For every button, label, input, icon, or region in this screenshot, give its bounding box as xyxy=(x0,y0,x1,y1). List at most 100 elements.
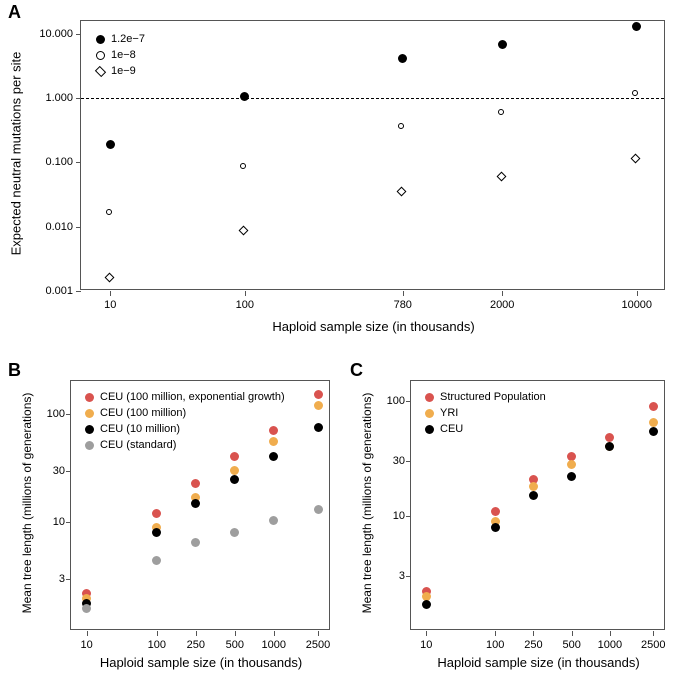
panel-c-plot: 310301001010025050010002500Haploid sampl… xyxy=(410,380,665,630)
data-point xyxy=(240,92,249,101)
x-tick-label: 780 xyxy=(394,299,412,311)
panelC-legend: Structured Population YRI CEU xyxy=(425,389,546,437)
data-point xyxy=(398,123,404,129)
data-point xyxy=(82,604,91,613)
data-point xyxy=(631,153,641,163)
x-tick-label: 100 xyxy=(148,639,166,651)
figure: A 0.0010.0100.1001.00010.000101007802000… xyxy=(0,0,686,679)
legend-label: 1e−9 xyxy=(111,65,136,77)
data-point xyxy=(230,452,239,461)
data-point xyxy=(152,528,161,537)
legend-label: CEU (100 million) xyxy=(100,407,186,419)
data-point xyxy=(239,226,249,236)
legend-label: Structured Population xyxy=(440,391,546,403)
data-point xyxy=(152,556,161,565)
legend-label: CEU (standard) xyxy=(100,439,176,451)
panelB-legend: CEU (100 million, exponential growth) CEU… xyxy=(85,389,285,453)
legend-marker xyxy=(425,425,434,434)
x-tick-label: 2500 xyxy=(641,639,665,651)
data-point xyxy=(314,423,323,432)
data-point xyxy=(529,491,538,500)
x-tick-label: 2000 xyxy=(490,299,514,311)
y-tick-label: 100 xyxy=(375,395,405,407)
y-tick-label: 100 xyxy=(35,408,65,420)
legend-marker xyxy=(96,35,105,44)
y-tick-label: 10 xyxy=(35,516,65,528)
legend-label: YRI xyxy=(440,407,458,419)
y-tick-label: 3 xyxy=(35,573,65,585)
data-point xyxy=(104,272,114,282)
data-point xyxy=(191,499,200,508)
x-tick-label: 10 xyxy=(420,639,432,651)
data-point xyxy=(649,418,658,427)
data-point xyxy=(567,460,576,469)
data-point xyxy=(632,22,641,31)
legend-label: CEU xyxy=(440,423,463,435)
y-axis-label: Mean tree length (millions of generation… xyxy=(360,378,374,628)
reference-line xyxy=(81,98,664,99)
legend-marker xyxy=(96,51,105,60)
x-axis-label: Haploid sample size (in thousands) xyxy=(71,655,331,670)
data-point xyxy=(314,505,323,514)
x-tick-label: 10 xyxy=(80,639,92,651)
legend-label: CEU (100 million, exponential growth) xyxy=(100,391,285,403)
data-point xyxy=(269,516,278,525)
data-point xyxy=(106,140,115,149)
data-point xyxy=(491,507,500,516)
data-point xyxy=(649,402,658,411)
x-tick-label: 1000 xyxy=(262,639,286,651)
y-tick-label: 1.000 xyxy=(23,92,73,104)
panel-b-plot: 310301001010025050010002500Haploid sampl… xyxy=(70,380,330,630)
y-axis-label: Expected neutral mutations per site xyxy=(9,19,24,289)
legend-marker xyxy=(85,409,94,418)
data-point xyxy=(152,509,161,518)
legend-marker xyxy=(425,409,434,418)
data-point xyxy=(498,40,507,49)
x-tick-label: 10000 xyxy=(621,299,652,311)
x-tick-label: 2500 xyxy=(306,639,330,651)
x-tick-label: 500 xyxy=(226,639,244,651)
data-point xyxy=(567,472,576,481)
data-point xyxy=(649,427,658,436)
legend-marker xyxy=(95,65,106,76)
legend-label: CEU (10 million) xyxy=(100,423,180,435)
x-tick-label: 500 xyxy=(562,639,580,651)
data-point xyxy=(397,186,407,196)
data-point xyxy=(240,163,246,169)
data-point xyxy=(605,433,614,442)
x-tick-label: 10 xyxy=(104,299,116,311)
x-tick-label: 100 xyxy=(486,639,504,651)
legend-marker xyxy=(85,393,94,402)
data-point xyxy=(529,482,538,491)
data-point xyxy=(191,538,200,547)
data-point xyxy=(605,442,614,451)
data-point xyxy=(191,479,200,488)
x-tick-label: 250 xyxy=(524,639,542,651)
y-tick-label: 3 xyxy=(375,570,405,582)
y-tick-label: 0.001 xyxy=(23,285,73,297)
y-tick-label: 10.000 xyxy=(23,28,73,40)
data-point xyxy=(422,600,431,609)
legend-marker xyxy=(425,393,434,402)
x-axis-label: Haploid sample size (in thousands) xyxy=(411,655,666,670)
y-tick-label: 30 xyxy=(35,465,65,477)
data-point xyxy=(230,475,239,484)
data-point xyxy=(230,466,239,475)
y-tick-label: 0.100 xyxy=(23,156,73,168)
x-tick-label: 1000 xyxy=(598,639,622,651)
data-point xyxy=(632,90,638,96)
data-point xyxy=(491,523,500,532)
data-point xyxy=(106,209,112,215)
x-axis-label: Haploid sample size (in thousands) xyxy=(81,319,666,334)
y-tick-label: 30 xyxy=(375,455,405,467)
legend-marker xyxy=(85,425,94,434)
y-axis-label: Mean tree length (millions of generation… xyxy=(20,378,34,628)
x-tick-label: 100 xyxy=(236,299,254,311)
x-tick-label: 250 xyxy=(187,639,205,651)
data-point xyxy=(269,452,278,461)
legend-marker xyxy=(85,441,94,450)
data-point xyxy=(314,390,323,399)
y-tick-label: 10 xyxy=(375,510,405,522)
data-point xyxy=(230,528,239,537)
data-point xyxy=(498,109,504,115)
